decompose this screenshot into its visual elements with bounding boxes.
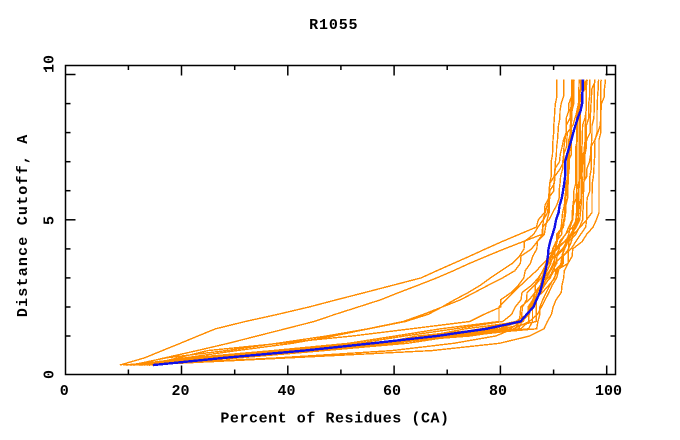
svg-text:0: 0 — [42, 370, 59, 379]
svg-text:5: 5 — [42, 216, 59, 225]
svg-text:10: 10 — [42, 55, 59, 73]
svg-text:Distance Cutoff, A: Distance Cutoff, A — [15, 133, 32, 317]
svg-text:80: 80 — [489, 383, 507, 400]
svg-text:60: 60 — [383, 383, 401, 400]
svg-text:Percent of Residues (CA): Percent of Residues (CA) — [220, 411, 449, 428]
svg-text:20: 20 — [171, 383, 189, 400]
svg-text:100: 100 — [595, 383, 622, 400]
svg-text:R1055: R1055 — [309, 17, 358, 34]
svg-text:0: 0 — [60, 383, 69, 400]
svg-text:40: 40 — [277, 383, 295, 400]
